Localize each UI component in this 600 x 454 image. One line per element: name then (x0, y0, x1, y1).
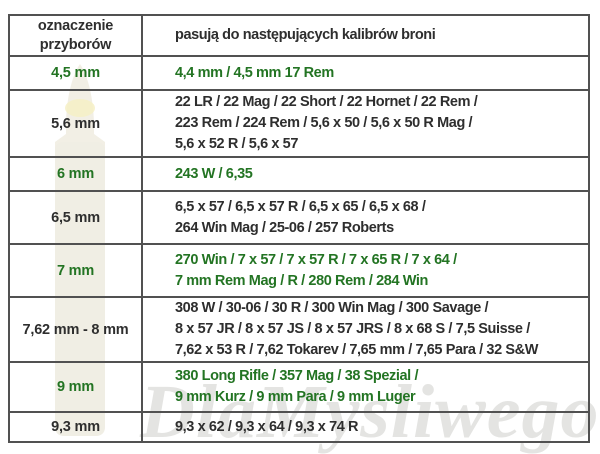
caliber-designation: 7 mm (10, 245, 143, 296)
table-header-row: oznaczenie przyborów pasują do następują… (10, 16, 588, 57)
caliber-designation: 9,3 mm (10, 413, 143, 441)
column-header-designation: oznaczenie przyborów (10, 16, 143, 55)
caliber-list: 243 W / 6,35 (143, 158, 588, 190)
caliber-designation: 7,62 mm - 8 mm (10, 298, 143, 361)
caliber-designation: 4,5 mm (10, 57, 143, 89)
caliber-line: 8 x 57 JR / 8 x 57 JS / 8 x 57 JRS / 8 x… (175, 321, 530, 337)
caliber-list: 4,4 mm / 4,5 mm 17 Rem (143, 57, 588, 89)
caliber-designation: 9 mm (10, 363, 143, 411)
caliber-list: 6,5 x 57 / 6,5 x 57 R / 6,5 x 65 / 6,5 x… (143, 192, 588, 243)
caliber-line: 308 W / 30-06 / 30 R / 300 Win Mag / 300… (175, 300, 489, 316)
caliber-designation: 6,5 mm (10, 192, 143, 243)
table-row: 9 mm 380 Long Rifle / 357 Mag / 38 Spezia… (10, 363, 588, 413)
caliber-list: 308 W / 30-06 / 30 R / 300 Win Mag / 300… (143, 298, 588, 361)
caliber-list: 9,3 x 62 / 9,3 x 64 / 9,3 x 74 R (143, 413, 588, 441)
caliber-list: 380 Long Rifle / 357 Mag / 38 Spezial / 9… (143, 363, 588, 411)
caliber-line: 380 Long Rifle / 357 Mag / 38 Spezial / (175, 368, 419, 384)
caliber-list: 270 Win / 7 x 57 / 7 x 57 R / 7 x 65 R /… (143, 245, 588, 296)
caliber-line: 9 mm Kurz / 9 mm Para / 9 mm Luger (175, 389, 416, 405)
caliber-table: oznaczenie przyborów pasują do następują… (8, 14, 590, 443)
table-row: 9,3 mm 9,3 x 62 / 9,3 x 64 / 9,3 x 74 R (10, 413, 588, 441)
caliber-line: 6,5 x 57 / 6,5 x 57 R / 6,5 x 65 / 6,5 x… (175, 198, 426, 215)
caliber-line: 7,62 x 53 R / 7,62 Tokarev / 7,65 mm / 7… (175, 342, 539, 358)
caliber-designation: 6 mm (10, 158, 143, 190)
table-row: 6 mm 243 W / 6,35 (10, 158, 588, 192)
table-row: 7 mm 270 Win / 7 x 57 / 7 x 57 R / 7 x 65… (10, 245, 588, 298)
caliber-line: 243 W / 6,35 (175, 165, 253, 182)
caliber-line: 270 Win / 7 x 57 / 7 x 57 R / 7 x 65 R /… (175, 251, 457, 268)
table-row: 7,62 mm - 8 mm 308 W / 30-06 / 30 R / 300… (10, 298, 588, 363)
caliber-line: 5,6 x 52 R / 5,6 x 57 (175, 136, 298, 152)
table-row: 6,5 mm 6,5 x 57 / 6,5 x 57 R / 6,5 x 65 /… (10, 192, 588, 245)
caliber-line: 264 Win Mag / 25-06 / 257 Roberts (175, 219, 394, 236)
table-row: 5,6 mm 22 LR / 22 Mag / 22 Short / 22 Hor… (10, 91, 588, 158)
table-row: 4,5 mm 4,4 mm / 4,5 mm 17 Rem (10, 57, 588, 91)
caliber-line: 7 mm Rem Mag / R / 280 Rem / 284 Win (175, 272, 429, 289)
caliber-line: 9,3 x 62 / 9,3 x 64 / 9,3 x 74 R (175, 418, 359, 435)
caliber-line: 22 LR / 22 Mag / 22 Short / 22 Hornet / … (175, 94, 478, 110)
caliber-line: 4,4 mm / 4,5 mm 17 Rem (175, 64, 334, 81)
column-header-calibers: pasują do następujących kalibrów broni (175, 27, 436, 43)
caliber-list: 22 LR / 22 Mag / 22 Short / 22 Hornet / … (143, 91, 588, 156)
caliber-designation: 5,6 mm (10, 91, 143, 156)
caliber-line: 223 Rem / 224 Rem / 5,6 x 50 / 5,6 x 50 … (175, 115, 473, 131)
